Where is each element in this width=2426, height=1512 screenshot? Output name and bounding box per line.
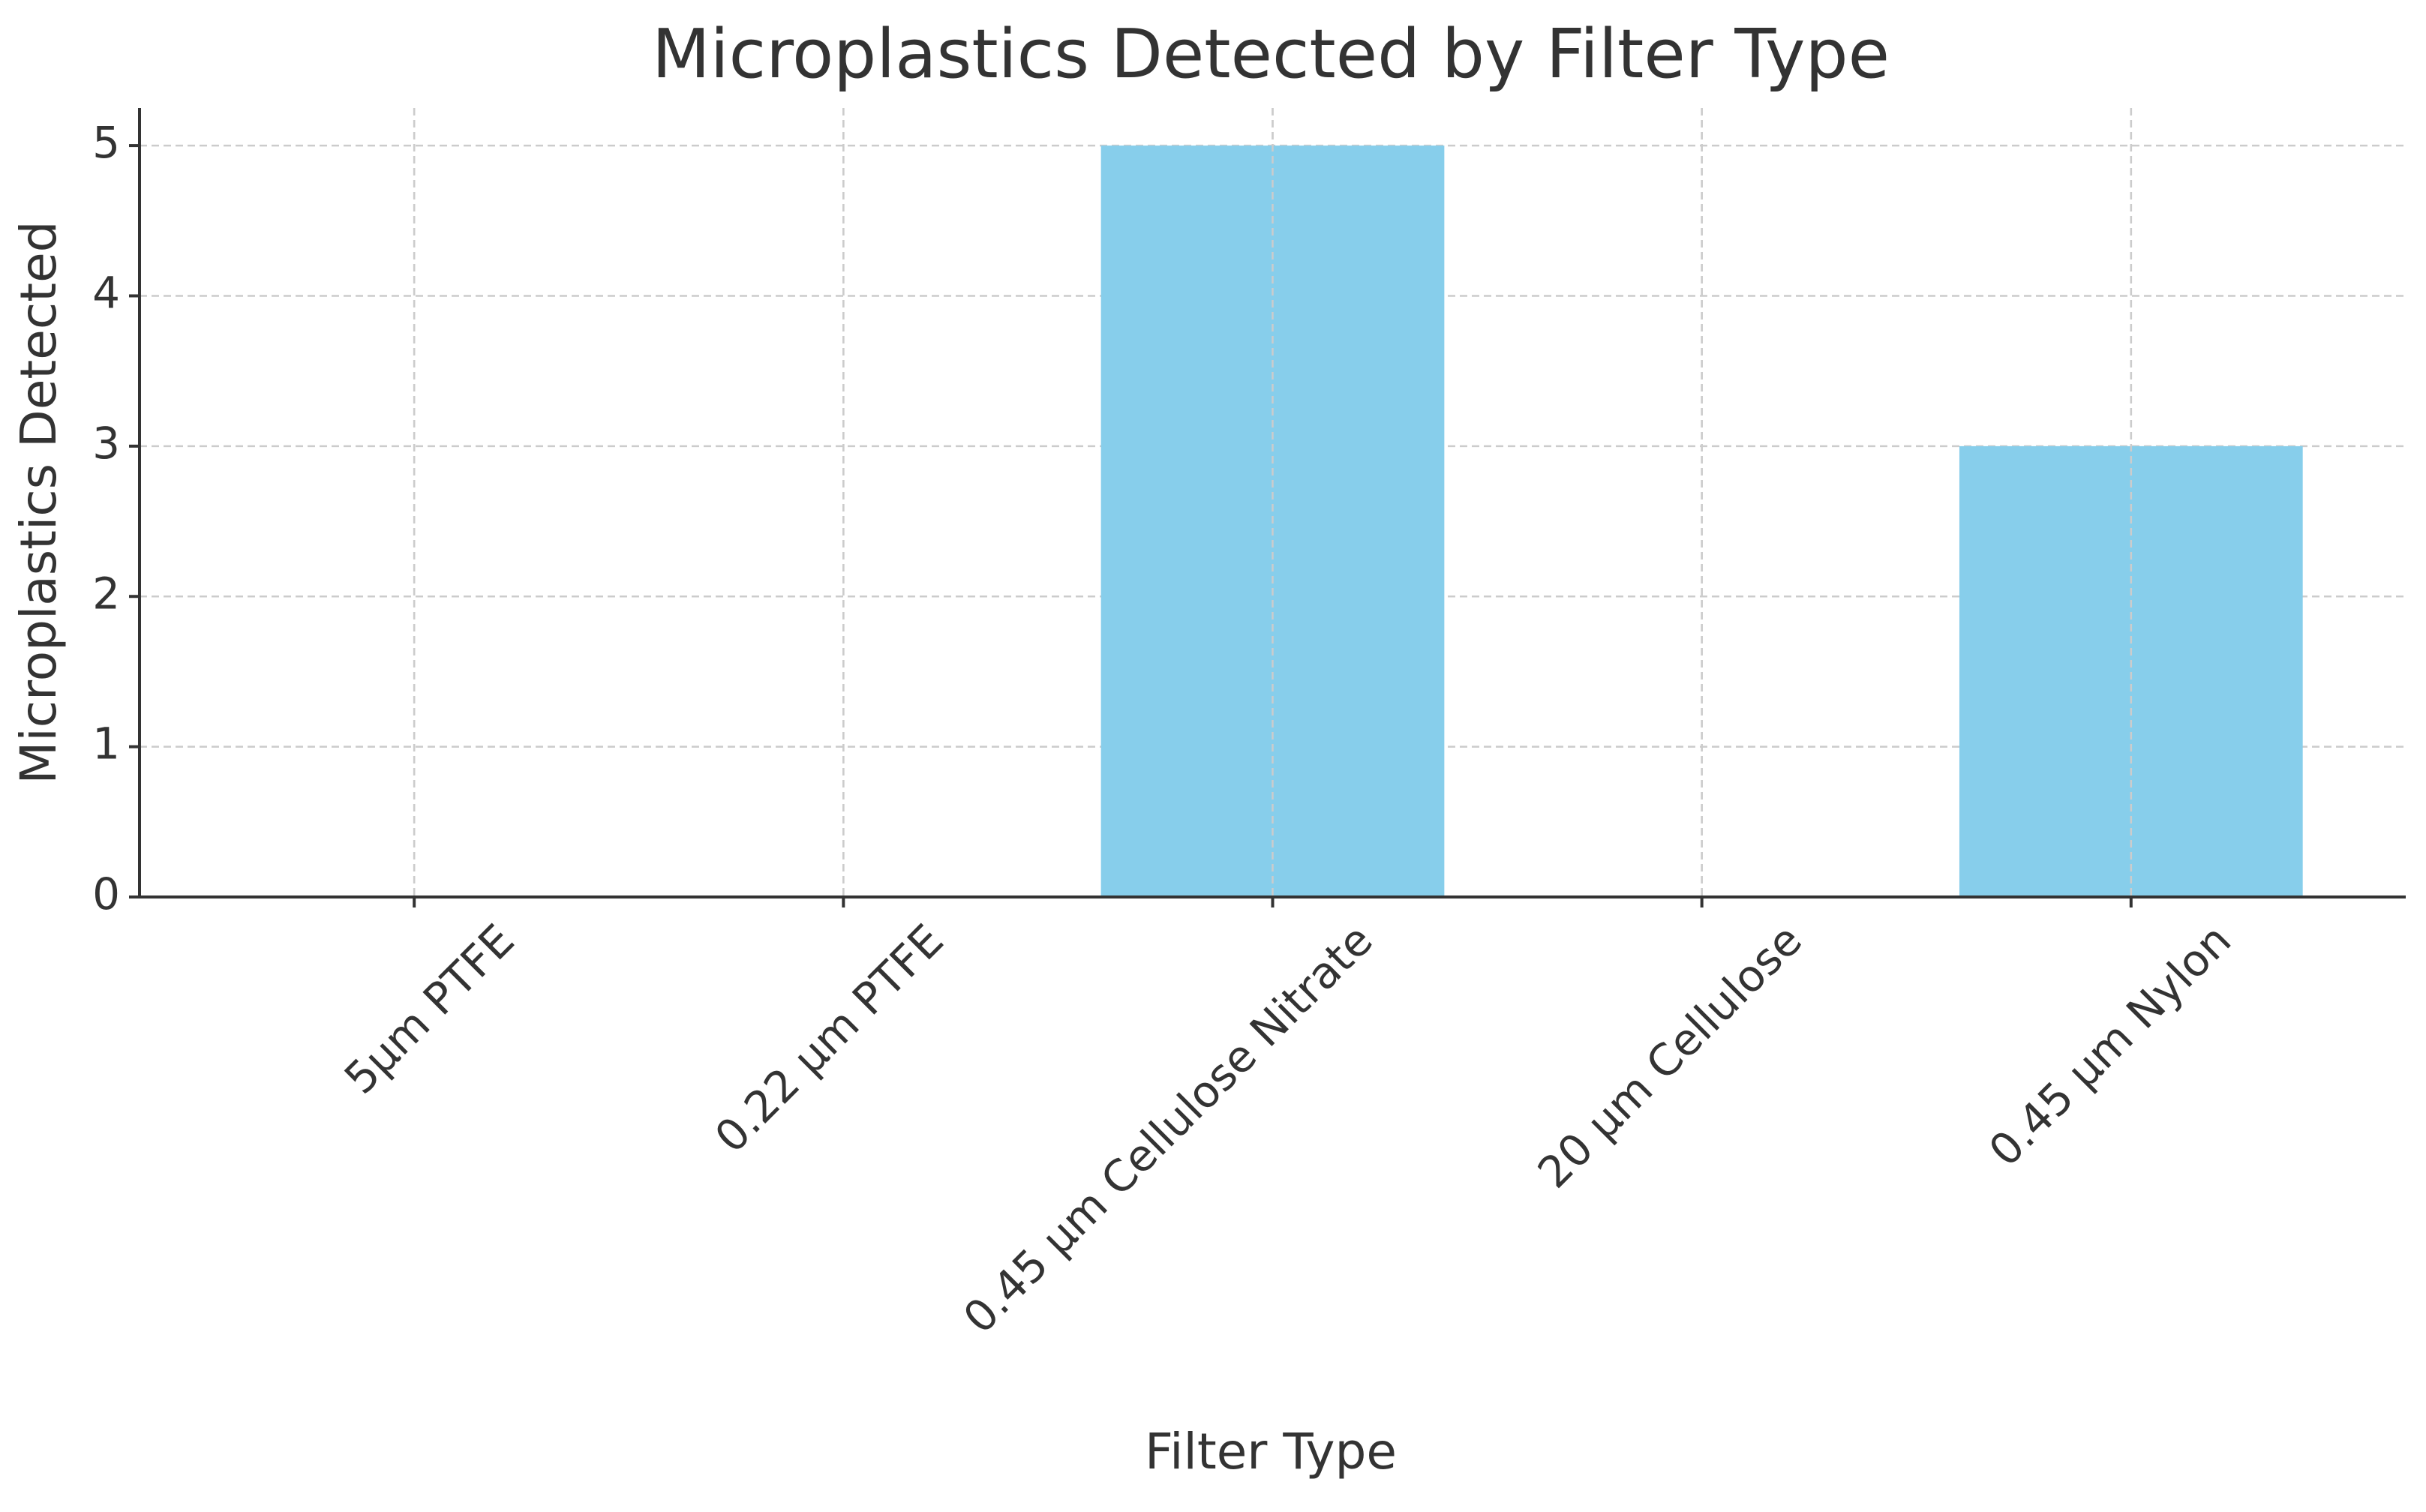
- y-tick-label: 0: [92, 868, 120, 920]
- y-tick-label: 5: [92, 117, 120, 168]
- y-tick-label: 4: [92, 268, 120, 319]
- y-tick-label: 2: [92, 568, 120, 619]
- x-tick-label: 0.45 μm Nylon: [1979, 914, 2241, 1176]
- y-tick-label: 1: [92, 718, 120, 770]
- chart-title: Microplastics Detected by Filter Type: [652, 15, 1890, 94]
- x-tick-label: 0.22 μm PTFE: [705, 914, 953, 1162]
- x-tick-label: 20 μm Cellulose: [1528, 914, 1812, 1198]
- y-axis-label: Microplastics Detected: [10, 220, 68, 784]
- x-tick-label: 0.45 μm Cellulose Nitrate: [953, 914, 1383, 1343]
- x-axis-label: Filter Type: [1145, 1423, 1397, 1480]
- x-tick-label: 5μm PTFE: [335, 914, 524, 1104]
- y-tick-label: 3: [92, 418, 120, 469]
